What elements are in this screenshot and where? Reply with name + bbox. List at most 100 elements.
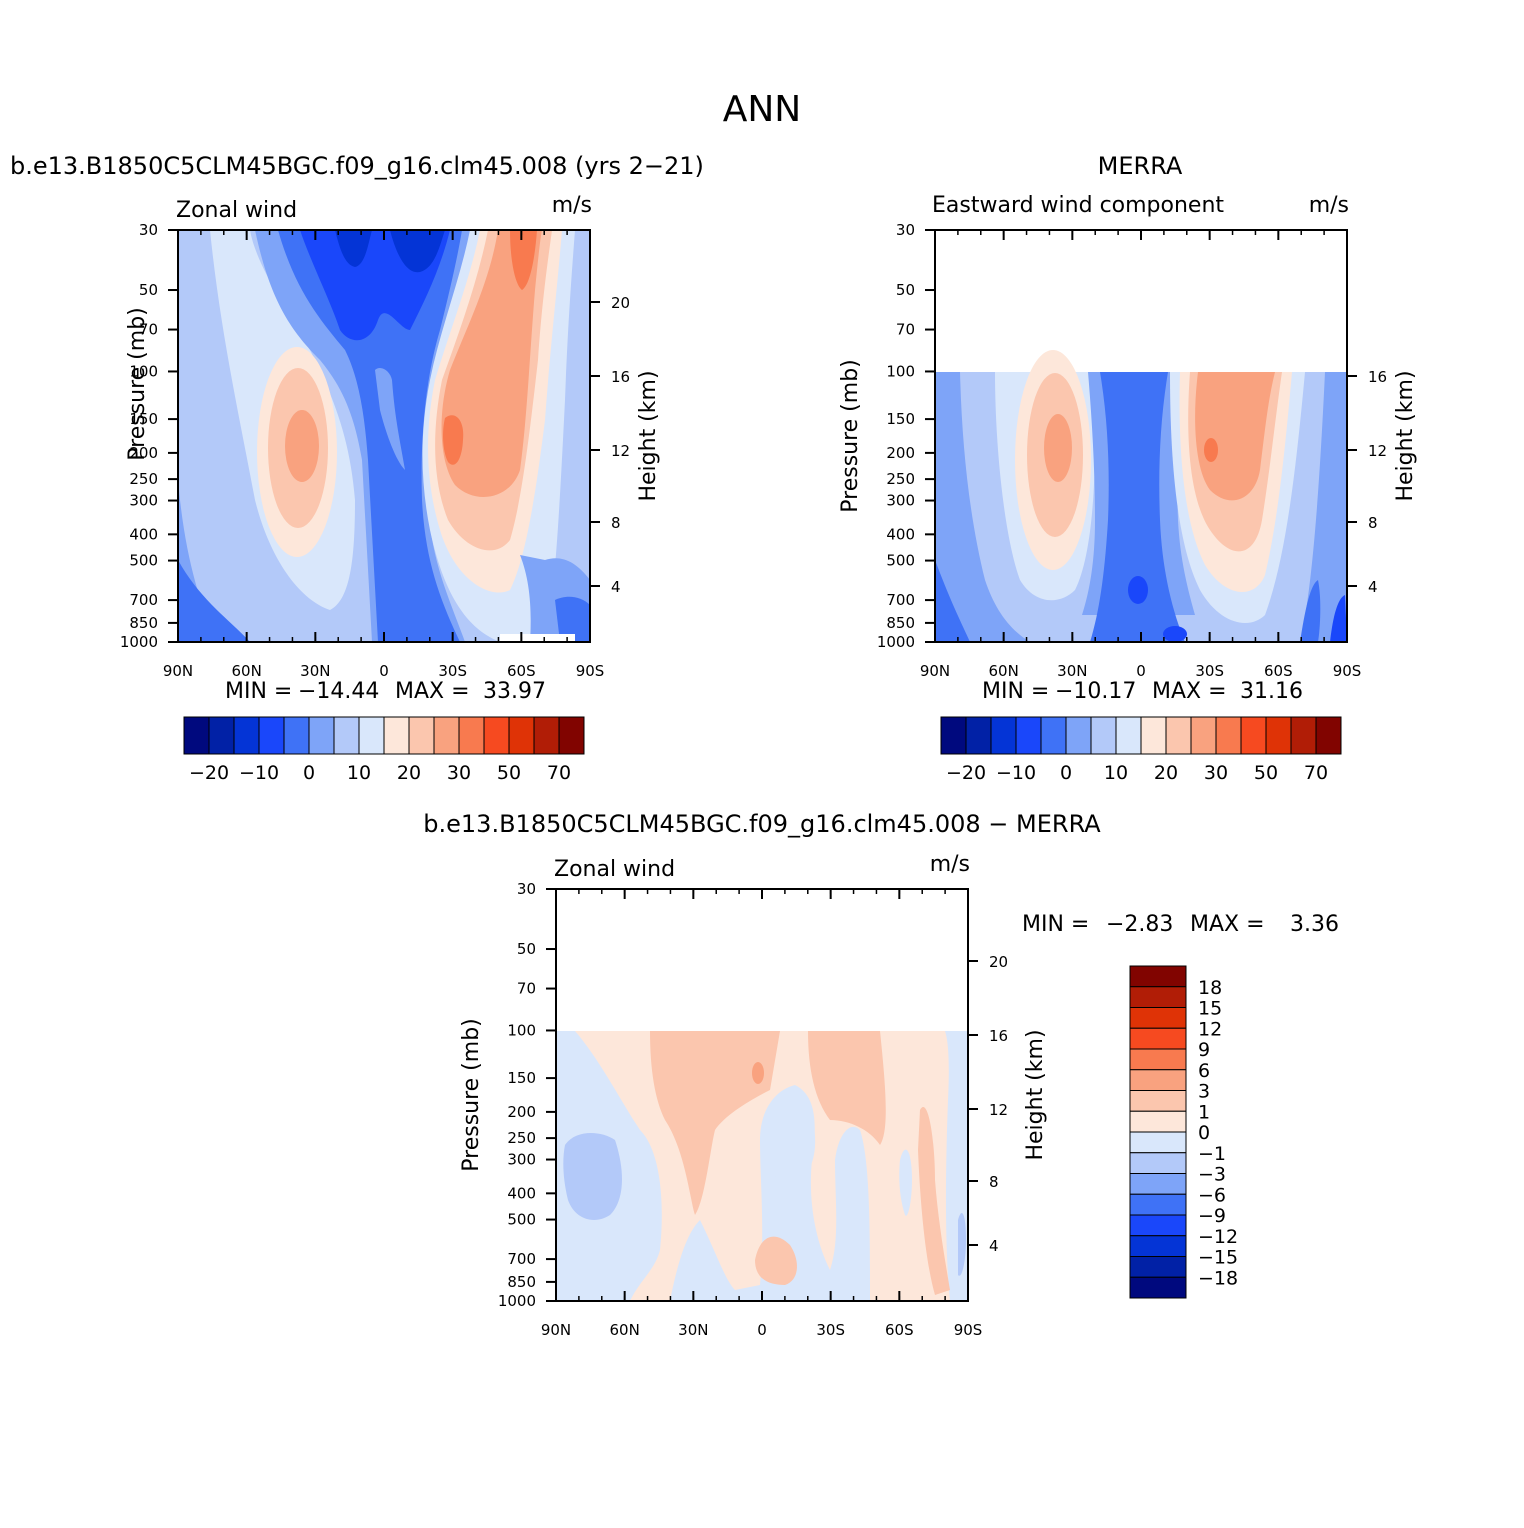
y-tick-label: 1000	[877, 633, 915, 651]
panel-obs-max-label: MAX =	[1152, 679, 1227, 704]
colorbar-label: −6	[1198, 1184, 1226, 1206]
panel-difference-min-label: MIN =	[1022, 912, 1089, 937]
x-tick-label: 30S	[1195, 662, 1224, 680]
y2-tick-label: 8	[611, 514, 621, 532]
panel-model-subtitle: b.e13.B1850C5CLM45BGC.f09_g16.clm45.008 …	[10, 152, 704, 180]
panel-model-min-label: MIN =	[225, 679, 292, 704]
y-tick-label: 700	[886, 591, 915, 609]
contour-band	[555, 596, 590, 642]
colorbar-box	[1129, 1069, 1187, 1091]
y-tick-label: 100	[129, 362, 158, 380]
colorbar-label: 10	[347, 762, 371, 784]
colorbar-box	[1129, 1173, 1187, 1195]
panel-difference-left-label: Zonal wind	[554, 857, 675, 882]
colorbar-label: 30	[447, 762, 471, 784]
y2-tick-label: 16	[1368, 368, 1387, 386]
contour-band	[441, 230, 542, 497]
x-tick-label: 0	[1136, 662, 1146, 680]
x-tick-label: 30N	[678, 1321, 708, 1339]
colorbar-label: 20	[397, 762, 421, 784]
colorbar-box	[1115, 716, 1142, 755]
y-tick-label: 50	[517, 940, 536, 958]
colorbar-label: 0	[303, 762, 315, 784]
colorbar-box	[1129, 1048, 1187, 1071]
colorbar-box	[1129, 1110, 1187, 1133]
panel-difference-max-value: 3.36	[1290, 912, 1339, 937]
contour-band	[178, 560, 250, 642]
colorbar-box	[1040, 716, 1067, 755]
colorbar-box	[990, 716, 1017, 755]
y-tick-label: 200	[886, 444, 915, 462]
y-tick-label: 30	[139, 221, 158, 239]
y-tick-label: 300	[129, 492, 158, 510]
colorbar-label: 1	[1198, 1101, 1210, 1123]
panel-difference-min-value: −2.83	[1106, 912, 1173, 937]
y-tick-label: 850	[886, 614, 915, 632]
colorbar-box	[1129, 1007, 1187, 1029]
panel-obs-y2label: Height (km)	[1393, 370, 1418, 501]
x-tick-label: 30N	[300, 662, 330, 680]
y-tick-label: 70	[896, 321, 915, 339]
colorbar-label: −9	[1198, 1205, 1226, 1227]
colorbar-label: 70	[1304, 762, 1328, 784]
colorbar-box	[533, 716, 560, 755]
y-tick-label: 100	[507, 1021, 536, 1039]
contour-band	[1195, 372, 1275, 501]
colorbar-label: 20	[1154, 762, 1178, 784]
y-tick-label: 50	[139, 281, 158, 299]
panel-difference-max-label: MAX =	[1190, 912, 1265, 937]
colorbar-box	[333, 716, 360, 755]
colorbar-box	[1129, 1214, 1187, 1237]
contour-band	[278, 230, 462, 642]
colorbar-label: −3	[1198, 1164, 1226, 1186]
colorbar-box	[433, 716, 460, 755]
x-tick-label: 60N	[989, 662, 1019, 680]
x-tick-label: 60S	[507, 662, 536, 680]
contour-band	[650, 1031, 780, 1215]
y-tick-label: 1000	[498, 1292, 536, 1310]
colorbar-label: 50	[497, 762, 521, 784]
y-tick-label: 100	[886, 362, 915, 380]
contour-band	[443, 415, 464, 465]
colorbar-box	[233, 716, 260, 755]
y-tick-label: 300	[507, 1151, 536, 1169]
y-tick-label: 500	[507, 1211, 536, 1229]
y-tick-label: 250	[129, 470, 158, 488]
colorbar-box	[1265, 716, 1292, 755]
y-tick-label: 850	[507, 1273, 536, 1291]
colorbar-box	[1129, 1193, 1187, 1216]
panel-difference-axes: 90N 60N 30N 0 30S 60S 90S 30 50 70 100 150 200 250 300…	[498, 880, 1008, 1339]
contour-band	[1204, 438, 1218, 462]
colorbar-box	[1129, 1090, 1187, 1112]
y-tick-label: 150	[129, 410, 158, 428]
colorbar-label: 18	[1198, 977, 1222, 999]
panel-obs-left-label: Eastward wind component	[932, 193, 1224, 218]
y-tick-label: 400	[507, 1184, 536, 1202]
contour-band	[918, 1107, 950, 1295]
panel-model-ylabel: Pressure (mb)	[125, 307, 150, 461]
x-tick-label: 90S	[1333, 662, 1362, 680]
panel-difference-y2label: Height (km)	[1023, 1029, 1048, 1160]
contour-band	[1090, 372, 1185, 642]
y-tick-label: 70	[139, 321, 158, 339]
panel-obs-colorbar: −20 −10 0 10 20 30 50 70	[940, 716, 1342, 784]
y2-tick-label: 12	[611, 442, 630, 460]
x-tick-label: 90S	[954, 1321, 983, 1339]
contour-band	[752, 1062, 764, 1084]
y-tick-label: 700	[507, 1250, 536, 1268]
colorbar-box	[965, 716, 992, 755]
contour-band	[899, 1149, 912, 1216]
x-tick-label: 0	[757, 1321, 767, 1339]
panel-model-max-label: MAX =	[395, 679, 470, 704]
y-tick-label: 70	[517, 980, 536, 998]
panel-obs-ylabel: Pressure (mb)	[838, 359, 863, 513]
colorbar-box	[458, 716, 485, 755]
colorbar-box	[1015, 716, 1042, 755]
panel-model-axes: 90N 60N 30N 0 30S 60S 90S 30 50 70 100 150 200 250 300…	[120, 221, 630, 680]
contour-band	[1300, 372, 1347, 642]
y-tick-label: 250	[886, 470, 915, 488]
y-tick-label: 200	[507, 1103, 536, 1121]
x-tick-label: 30N	[1057, 662, 1087, 680]
contour-band	[935, 372, 1030, 642]
